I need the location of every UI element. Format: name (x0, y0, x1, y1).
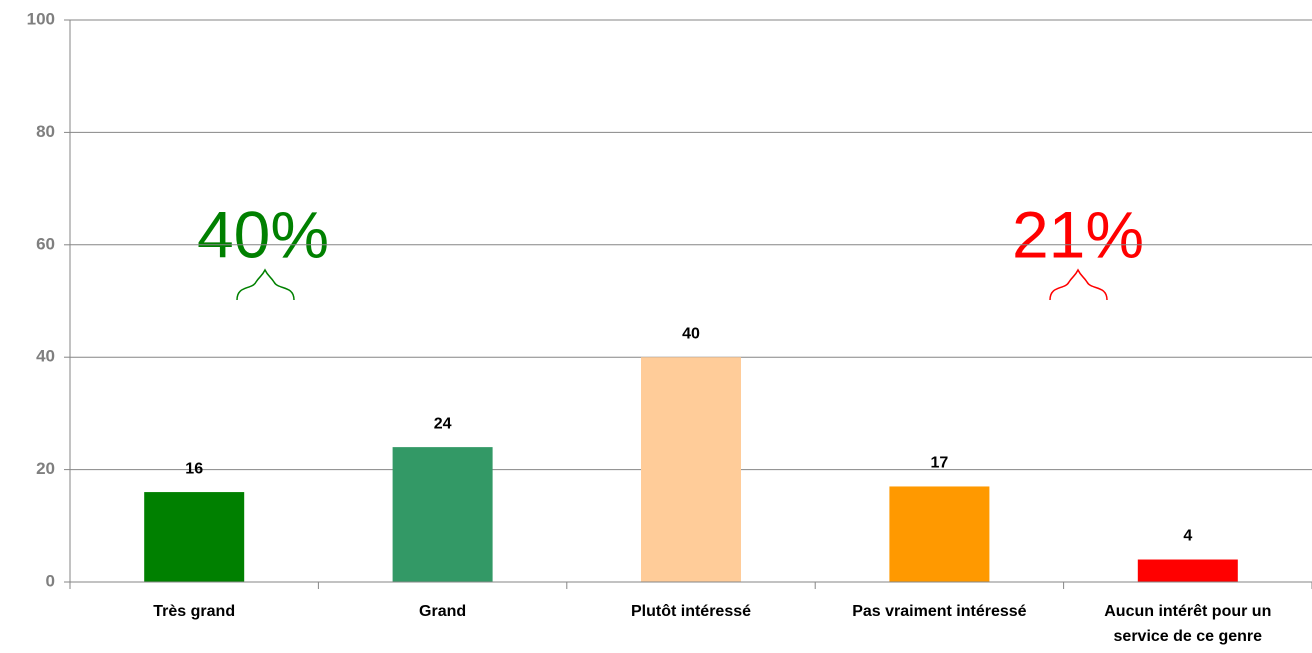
brace (1049, 268, 1108, 301)
y-tick-label: 40 (36, 347, 55, 366)
x-tick-label: Pas vraiment intéressé (852, 603, 1026, 620)
data-label: 4 (1183, 528, 1192, 545)
label-line: Aucun intérêt pour un (1104, 603, 1271, 620)
data-label: 40 (682, 325, 700, 342)
x-tick-label: Très grand (153, 603, 235, 620)
x-tick-label: Aucun intérêt pour un service de ce genre (1104, 603, 1271, 645)
y-tick-label: 60 (36, 234, 55, 253)
data-label: 16 (185, 460, 203, 477)
y-tick-label: 0 (46, 571, 55, 590)
bar (392, 447, 493, 582)
bar (144, 492, 245, 582)
x-tick-label: Plutôt intéressé (631, 603, 751, 620)
annotation: 40% (197, 197, 329, 271)
bar (641, 357, 741, 582)
label-line: service de ce genre (1114, 628, 1263, 645)
y-tick-label: 100 (27, 9, 55, 28)
bar (889, 486, 990, 582)
data-label: 17 (931, 455, 949, 472)
y-tick-label: 80 (36, 122, 55, 141)
brace (236, 268, 295, 301)
annotation-group: 40% 21% (197, 197, 1144, 301)
data-label: 24 (434, 415, 452, 432)
x-tick-label: Grand (419, 603, 466, 620)
annotation: 21% (1012, 197, 1144, 271)
y-tick-label: 20 (36, 459, 55, 478)
bar (1137, 559, 1238, 582)
